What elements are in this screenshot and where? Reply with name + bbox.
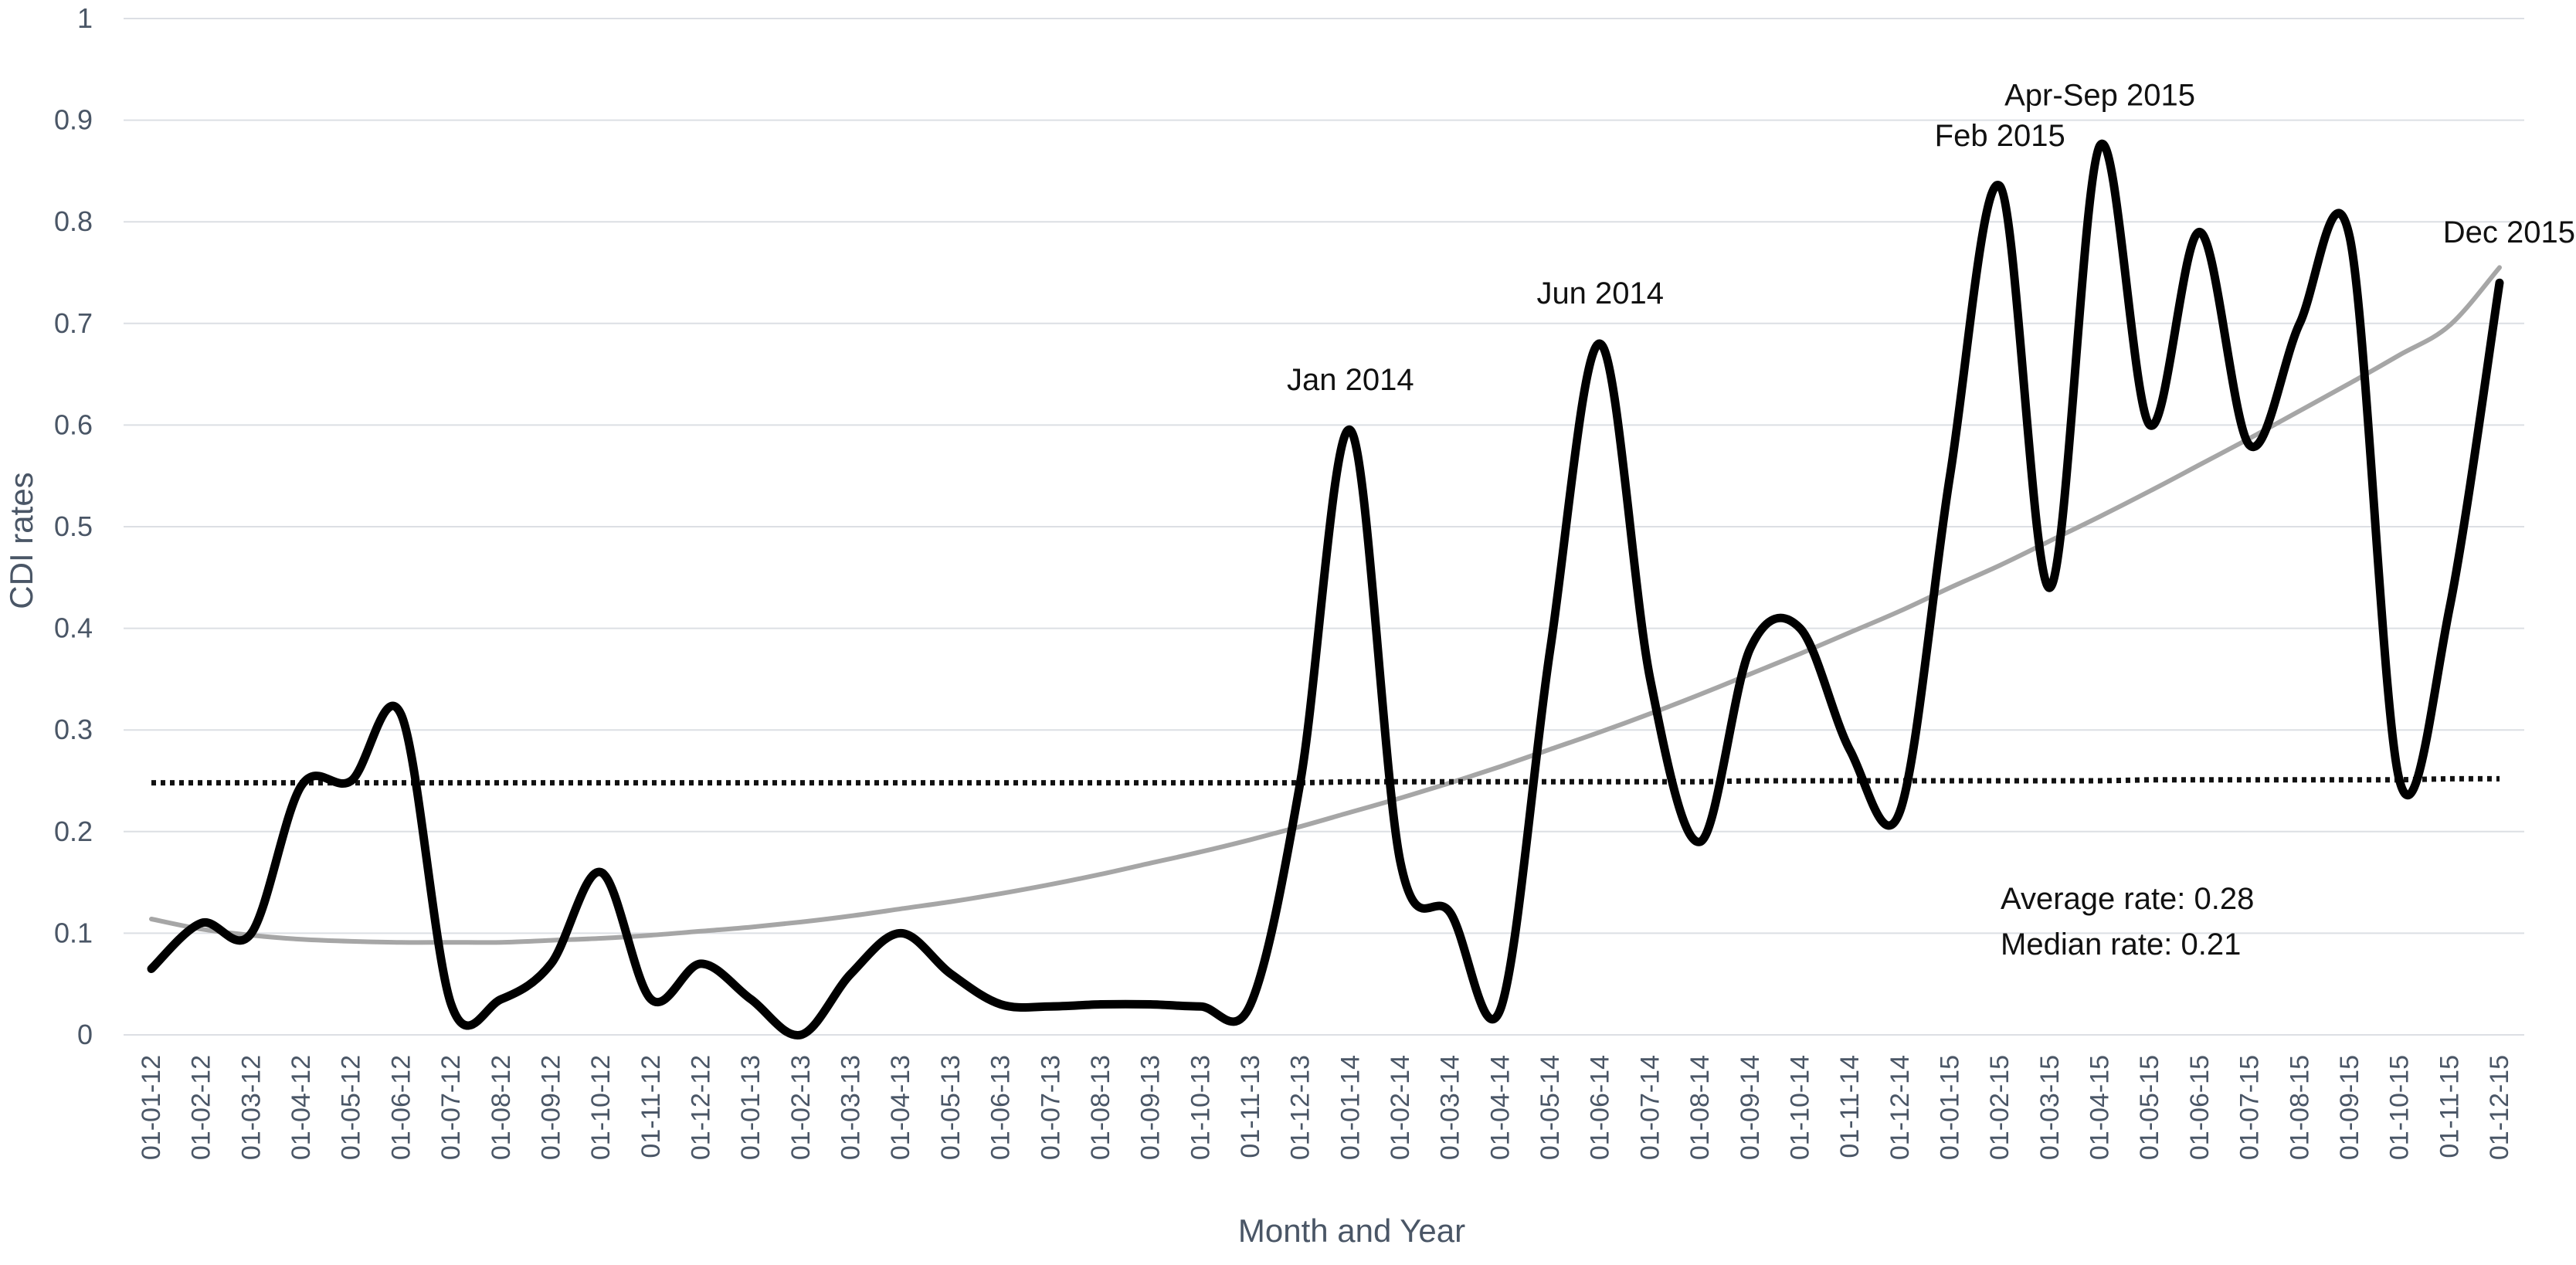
x-tick-label: 01-01-15 — [1936, 1055, 1965, 1160]
x-tick-label: 01-03-15 — [2035, 1055, 2065, 1160]
x-tick-label: 01-01-13 — [736, 1055, 765, 1160]
x-tick-label: 01-02-15 — [1985, 1055, 2014, 1160]
x-tick-label: 01-09-14 — [1736, 1055, 1765, 1160]
average-rate-label: Average rate: 0.28 — [2001, 882, 2254, 916]
x-tick-label: 01-11-15 — [2435, 1055, 2464, 1158]
y-tick-label: 0.3 — [54, 714, 93, 745]
x-tick-label: 01-02-12 — [187, 1055, 216, 1160]
x-tick-label: 01-06-15 — [2185, 1055, 2215, 1160]
x-tick-label: 01-09-12 — [536, 1055, 565, 1160]
x-tick-label: 01-11-13 — [1236, 1055, 1265, 1158]
x-tick-label: 01-08-13 — [1086, 1055, 1115, 1160]
x-tick-label: 01-02-13 — [786, 1055, 816, 1160]
x-tick-label: 01-12-13 — [1286, 1055, 1315, 1160]
x-tick-label: 01-07-12 — [436, 1055, 466, 1160]
x-tick-label: 01-11-12 — [636, 1055, 666, 1158]
gridlines — [124, 18, 2524, 1036]
x-tick-label: 01-12-12 — [686, 1055, 715, 1160]
x-tick-label: 01-08-14 — [1685, 1055, 1715, 1160]
x-tick-label: 01-08-15 — [2285, 1055, 2314, 1160]
x-tick-label: 01-08-12 — [487, 1055, 516, 1160]
x-tick-label: 01-05-15 — [2135, 1055, 2164, 1160]
series-lines — [147, 139, 2504, 1039]
annotations: Jan 2014 Jun 2014 Feb 2015 Apr-Sep 2015 Dec … — [1287, 79, 2575, 397]
x-tick-label: 01-03-14 — [1436, 1055, 1465, 1160]
y-tick-label: 0.4 — [54, 612, 93, 644]
x-tick-label: 01-06-14 — [1586, 1055, 1615, 1160]
annotation-label: Dec 2015 — [2443, 215, 2575, 249]
x-tick-label: 01-03-13 — [837, 1055, 866, 1160]
x-tick-label: 01-11-14 — [1835, 1055, 1865, 1158]
annotation-label: Jan 2014 — [1287, 363, 1414, 397]
median-rate-label: Median rate: 0.21 — [2001, 928, 2241, 961]
y-tick-label: 1 — [77, 2, 93, 34]
x-tick-label: 01-10-14 — [1785, 1055, 1814, 1160]
x-tick-label: 01-01-12 — [137, 1055, 166, 1160]
x-tick-label: 01-06-12 — [386, 1055, 416, 1160]
x-tick-label: 01-07-13 — [1036, 1055, 1065, 1160]
x-tick-label: 01-04-12 — [287, 1055, 316, 1160]
x-tick-label: 01-07-15 — [2235, 1055, 2265, 1160]
x-tick-label: 01-12-14 — [1885, 1055, 1915, 1160]
x-tick-label: 01-09-15 — [2335, 1055, 2364, 1160]
cdi-rate-line — [147, 139, 2504, 1039]
x-tick-label: 01-04-13 — [886, 1055, 915, 1160]
x-tick-label: 01-10-13 — [1186, 1055, 1215, 1160]
y-tick-label: 0.6 — [54, 409, 93, 440]
x-tick-label: 01-07-14 — [1635, 1055, 1665, 1160]
y-tick-label: 0.9 — [54, 104, 93, 136]
x-tick-label: 01-06-13 — [986, 1055, 1016, 1160]
annotation-label: Jun 2014 — [1536, 276, 1664, 310]
y-tick-label: 0.8 — [54, 205, 93, 237]
x-tick-label: 01-03-12 — [236, 1055, 266, 1160]
x-tick-label: 01-05-13 — [936, 1055, 966, 1160]
x-tick-label: 01-10-12 — [586, 1055, 616, 1160]
annotation-label: Apr-Sep 2015 — [2004, 79, 2195, 113]
x-tick-label: 01-01-14 — [1336, 1055, 1365, 1160]
y-axis-title: CDI rates — [3, 472, 39, 609]
x-tick-label: 01-04-15 — [2086, 1055, 2115, 1160]
x-axis-title: Month and Year — [1238, 1212, 1465, 1249]
y-tick-label: 0 — [77, 1019, 93, 1050]
average-dotted-line — [151, 775, 2500, 786]
trend-line — [149, 265, 2502, 945]
x-tick-label: 01-05-14 — [1536, 1055, 1565, 1160]
y-tick-label: 0.1 — [54, 917, 93, 948]
x-tick-label: 01-09-13 — [1136, 1055, 1166, 1160]
x-tick-label: 01-02-14 — [1386, 1055, 1415, 1160]
y-tick-label: 0.7 — [54, 307, 93, 339]
x-tick-label: 01-12-15 — [2485, 1055, 2514, 1160]
y-axis-ticks: 0 0.1 0.2 0.3 0.4 0.5 0.6 0.7 0.8 0.9 1 — [54, 2, 93, 1050]
x-tick-label: 01-04-14 — [1485, 1055, 1515, 1160]
x-tick-label: 01-05-12 — [337, 1055, 366, 1160]
x-axis-ticks: 01-01-12 01-02-12 01-03-12 01-04-12 01-05-12… — [137, 1055, 2514, 1160]
y-tick-label: 0.2 — [54, 816, 93, 847]
annotation-label: Feb 2015 — [1935, 119, 2065, 153]
x-tick-label: 01-10-15 — [2385, 1055, 2415, 1160]
y-tick-label: 0.5 — [54, 510, 93, 542]
